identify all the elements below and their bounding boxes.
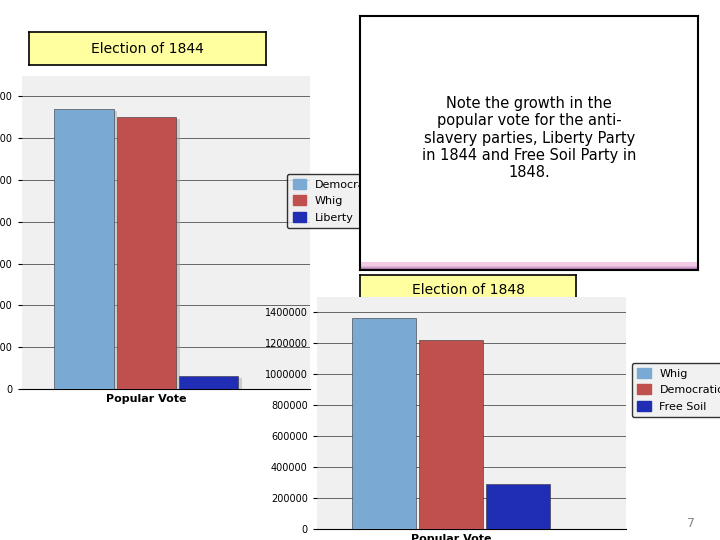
Legend: Democratic, Whig, Liberty: Democratic, Whig, Liberty	[287, 173, 384, 228]
Bar	[360, 264, 698, 268]
Bar	[117, 117, 176, 389]
Bar	[360, 265, 698, 269]
Bar	[360, 264, 698, 268]
Bar	[360, 264, 698, 268]
Bar	[360, 262, 698, 266]
Bar	[360, 264, 698, 268]
Bar	[352, 319, 415, 529]
Bar	[360, 263, 698, 267]
Text: 7: 7	[687, 517, 695, 530]
Bar	[360, 265, 698, 269]
Bar	[360, 265, 698, 268]
Bar	[360, 265, 698, 269]
Bar	[360, 262, 698, 266]
Bar	[360, 265, 698, 269]
Bar	[360, 265, 698, 269]
Bar	[360, 266, 698, 270]
Bar	[360, 264, 698, 268]
Bar	[54, 109, 114, 389]
Bar	[360, 264, 698, 268]
Bar	[360, 264, 698, 268]
Bar	[360, 266, 698, 270]
Bar	[360, 264, 698, 267]
Legend: Whig, Democratic, Free Soil: Whig, Democratic, Free Soil	[631, 362, 720, 417]
Bar	[360, 266, 698, 269]
Bar	[120, 119, 179, 391]
Bar	[360, 263, 698, 267]
Bar	[360, 264, 698, 268]
Bar	[360, 263, 698, 267]
Bar	[360, 262, 698, 267]
Bar	[360, 265, 698, 269]
Bar	[360, 262, 698, 267]
Text: Election of 1848: Election of 1848	[412, 284, 524, 297]
Text: Note the growth in the
popular vote for the anti-
slavery parties, Liberty Party: Note the growth in the popular vote for …	[422, 96, 636, 180]
Bar	[360, 265, 698, 269]
Bar	[360, 264, 698, 268]
Bar	[360, 266, 698, 270]
Bar	[360, 263, 698, 267]
Bar	[360, 264, 698, 268]
Bar	[360, 262, 698, 267]
Bar	[360, 262, 698, 267]
Bar	[360, 266, 698, 269]
Bar	[360, 262, 698, 266]
Bar	[360, 262, 698, 266]
Bar	[183, 378, 242, 391]
Bar	[360, 265, 698, 269]
Bar	[360, 262, 698, 266]
Bar	[360, 262, 698, 267]
Bar	[58, 111, 117, 391]
Bar	[360, 263, 698, 267]
Bar	[360, 261, 698, 266]
Bar	[360, 262, 698, 266]
Bar	[360, 264, 698, 268]
Bar	[360, 266, 698, 270]
Bar	[360, 263, 698, 267]
Bar	[360, 264, 698, 268]
Bar	[360, 262, 698, 266]
Bar	[360, 263, 698, 267]
Bar	[360, 263, 698, 267]
Bar	[360, 262, 698, 266]
Bar	[419, 340, 483, 529]
Bar	[360, 265, 698, 269]
Bar	[360, 265, 698, 269]
Bar	[360, 262, 698, 267]
Bar	[360, 264, 698, 268]
Text: Election of 1844: Election of 1844	[91, 42, 204, 56]
Bar	[360, 262, 698, 266]
Bar	[179, 376, 238, 389]
Bar	[360, 265, 698, 269]
Bar	[360, 265, 698, 269]
Bar	[360, 264, 698, 268]
Bar	[360, 265, 698, 269]
Bar	[486, 484, 550, 529]
Bar	[360, 265, 698, 269]
